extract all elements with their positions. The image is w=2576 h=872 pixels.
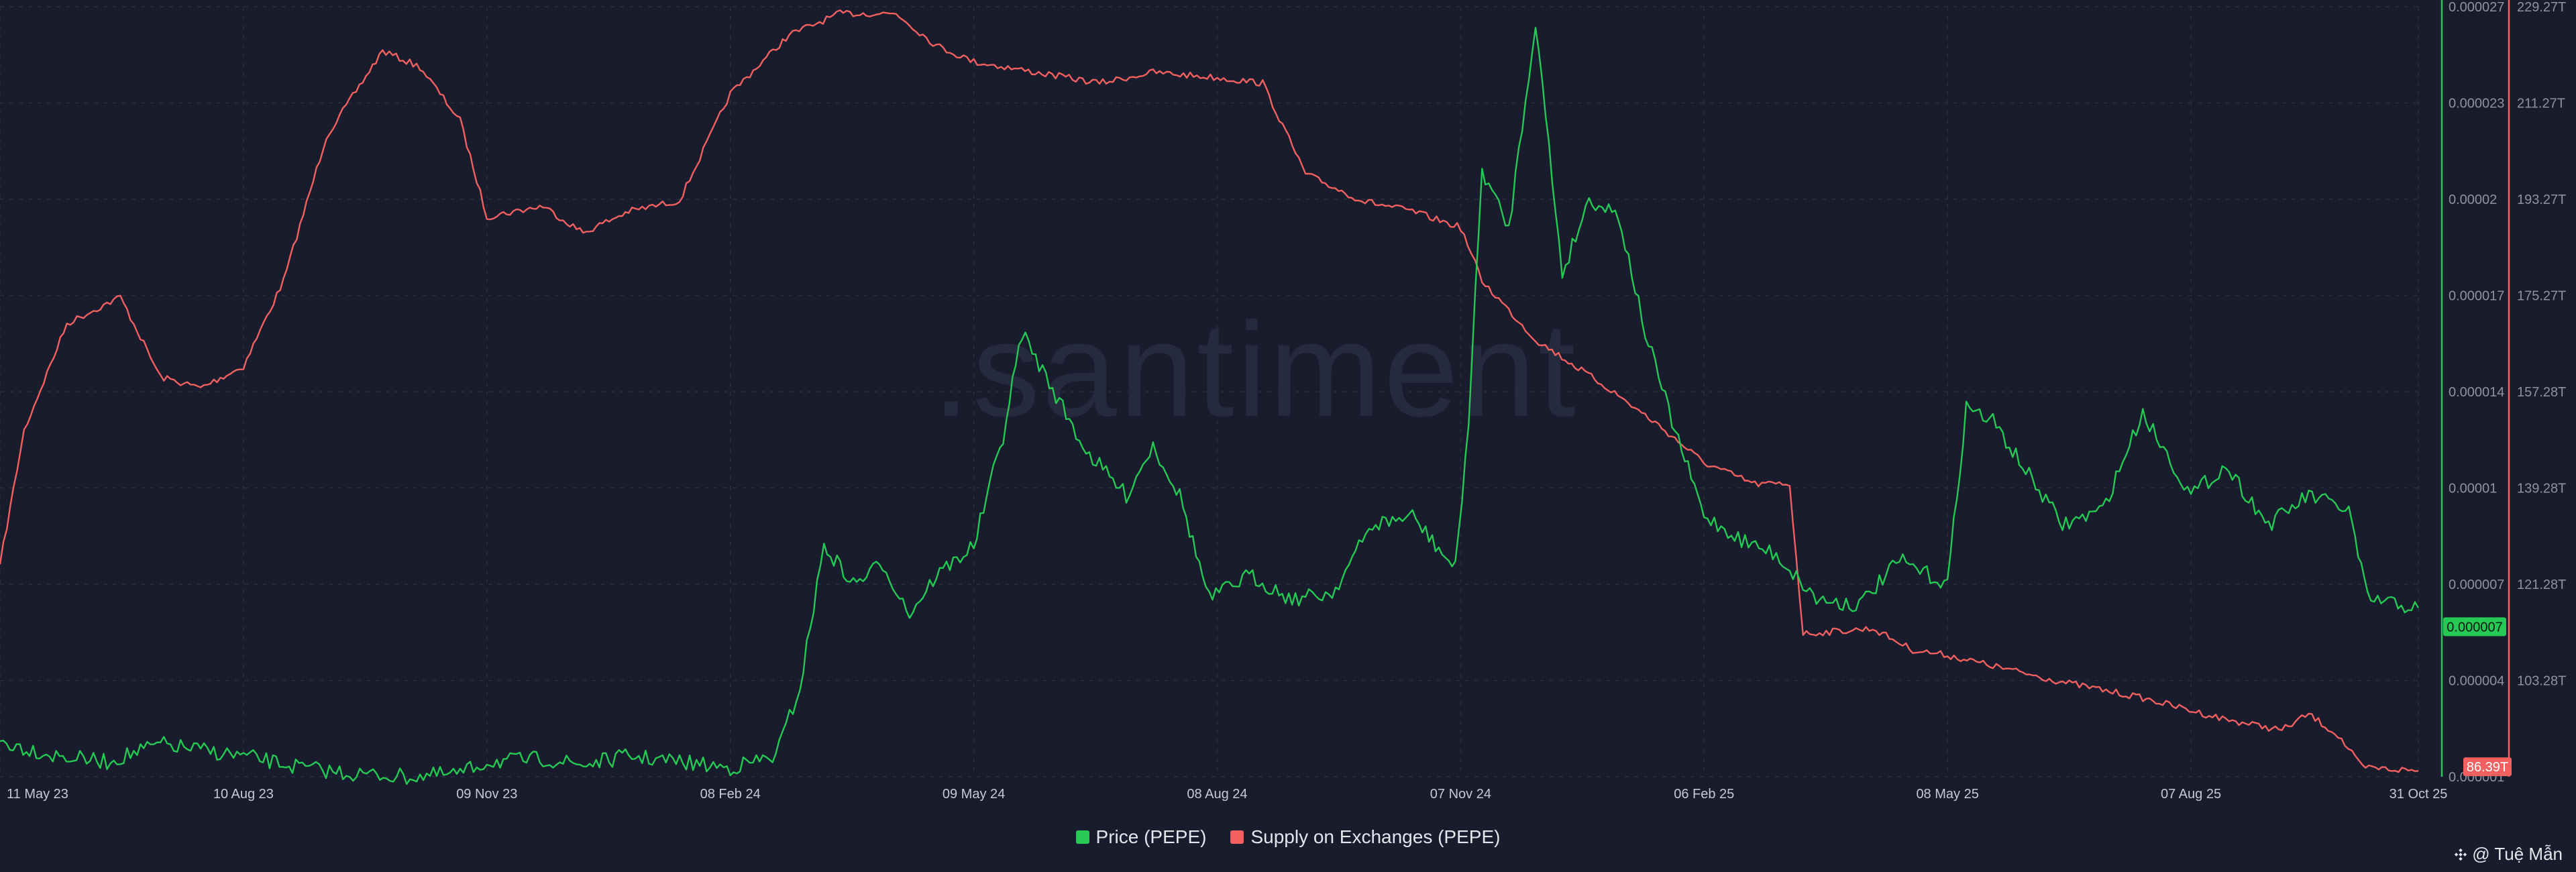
price-tick-label: 0.000007 bbox=[2449, 578, 2504, 592]
supply-swatch-icon bbox=[1230, 830, 1244, 844]
price-swatch-icon bbox=[1075, 830, 1089, 844]
chart-grid bbox=[0, 6, 2419, 777]
author-credit: @ Tuệ Mẫn bbox=[2453, 844, 2563, 865]
x-tick-label: 09 May 24 bbox=[943, 787, 1005, 802]
x-tick-label: 08 May 25 bbox=[1916, 787, 1978, 802]
supply-current-badge bbox=[2463, 757, 2512, 777]
binance-diamond-icon bbox=[2455, 848, 2467, 861]
x-tick-label: 07 Nov 24 bbox=[1430, 787, 1491, 802]
price-current-value: 0.000007 bbox=[2447, 620, 2502, 635]
supply-tick-label: 103.28T bbox=[2517, 674, 2566, 689]
supply-tick-label: 139.28T bbox=[2517, 482, 2566, 496]
legend-price-label: Price (PEPE) bbox=[1095, 826, 1207, 847]
x-tick-label: 11 May 23 bbox=[7, 787, 68, 802]
price-tick-label: 0.000014 bbox=[2449, 385, 2504, 400]
price-tick-label: 0.00002 bbox=[2449, 193, 2497, 207]
supply-current-value: 86.39T bbox=[2467, 760, 2508, 775]
supply-tick-label: 193.27T bbox=[2517, 193, 2566, 207]
price-tick-label: 0.00001 bbox=[2449, 482, 2497, 496]
supply-tick-label: 211.27T bbox=[2517, 97, 2565, 111]
legend-item-price[interactable]: Price (PEPE) bbox=[1075, 826, 1207, 848]
credit-text: @ Tuệ Mẫn bbox=[2472, 844, 2563, 864]
santiment-watermark: .santiment bbox=[932, 295, 1578, 445]
supply-tick-label: 175.27T bbox=[2517, 289, 2566, 304]
legend-supply-label: Supply on Exchanges (PEPE) bbox=[1250, 826, 1501, 847]
price-line bbox=[0, 27, 2420, 785]
price-tick-label: 0.000017 bbox=[2449, 289, 2504, 304]
x-tick-label: 31 Oct 25 bbox=[2390, 787, 2448, 802]
supply-tick-label: 121.28T bbox=[2517, 578, 2566, 592]
x-tick-label: 07 Aug 25 bbox=[2161, 787, 2221, 802]
chart-axes bbox=[2440, 0, 2510, 777]
x-axis-ticks: 11 May 23 10 Aug 23 09 Nov 23 08 Feb 24 09 M… bbox=[7, 787, 2447, 802]
price-tick-label: 0.000023 bbox=[2449, 97, 2504, 111]
y-axis-ticks: 0.000027 0.000023 0.00002 0.000017 0.000014 0… bbox=[2449, 0, 2566, 785]
price-series bbox=[0, 27, 2420, 785]
price-tick-label: 0.000027 bbox=[2449, 0, 2504, 15]
chart-legend: Price (PEPE) Supply on Exchanges (PEPE) bbox=[0, 826, 2576, 848]
x-tick-label: 08 Aug 24 bbox=[1187, 787, 1247, 802]
x-tick-label: 08 Feb 24 bbox=[700, 787, 761, 802]
current-value-badges: 0.000007 86.39T bbox=[2443, 617, 2512, 777]
legend-item-supply[interactable]: Supply on Exchanges (PEPE) bbox=[1230, 826, 1500, 848]
x-tick-label: 06 Feb 25 bbox=[1674, 787, 1734, 802]
supply-series bbox=[0, 9, 2419, 773]
supply-line bbox=[0, 9, 2419, 773]
price-current-badge bbox=[2443, 617, 2506, 637]
supply-tick-label: 157.28T bbox=[2517, 385, 2566, 400]
price-tick-label: 0.000004 bbox=[2449, 674, 2504, 689]
x-tick-label: 10 Aug 23 bbox=[213, 787, 274, 802]
x-tick-label: 09 Nov 23 bbox=[456, 787, 517, 802]
supply-tick-label: 229.27T bbox=[2517, 0, 2566, 15]
